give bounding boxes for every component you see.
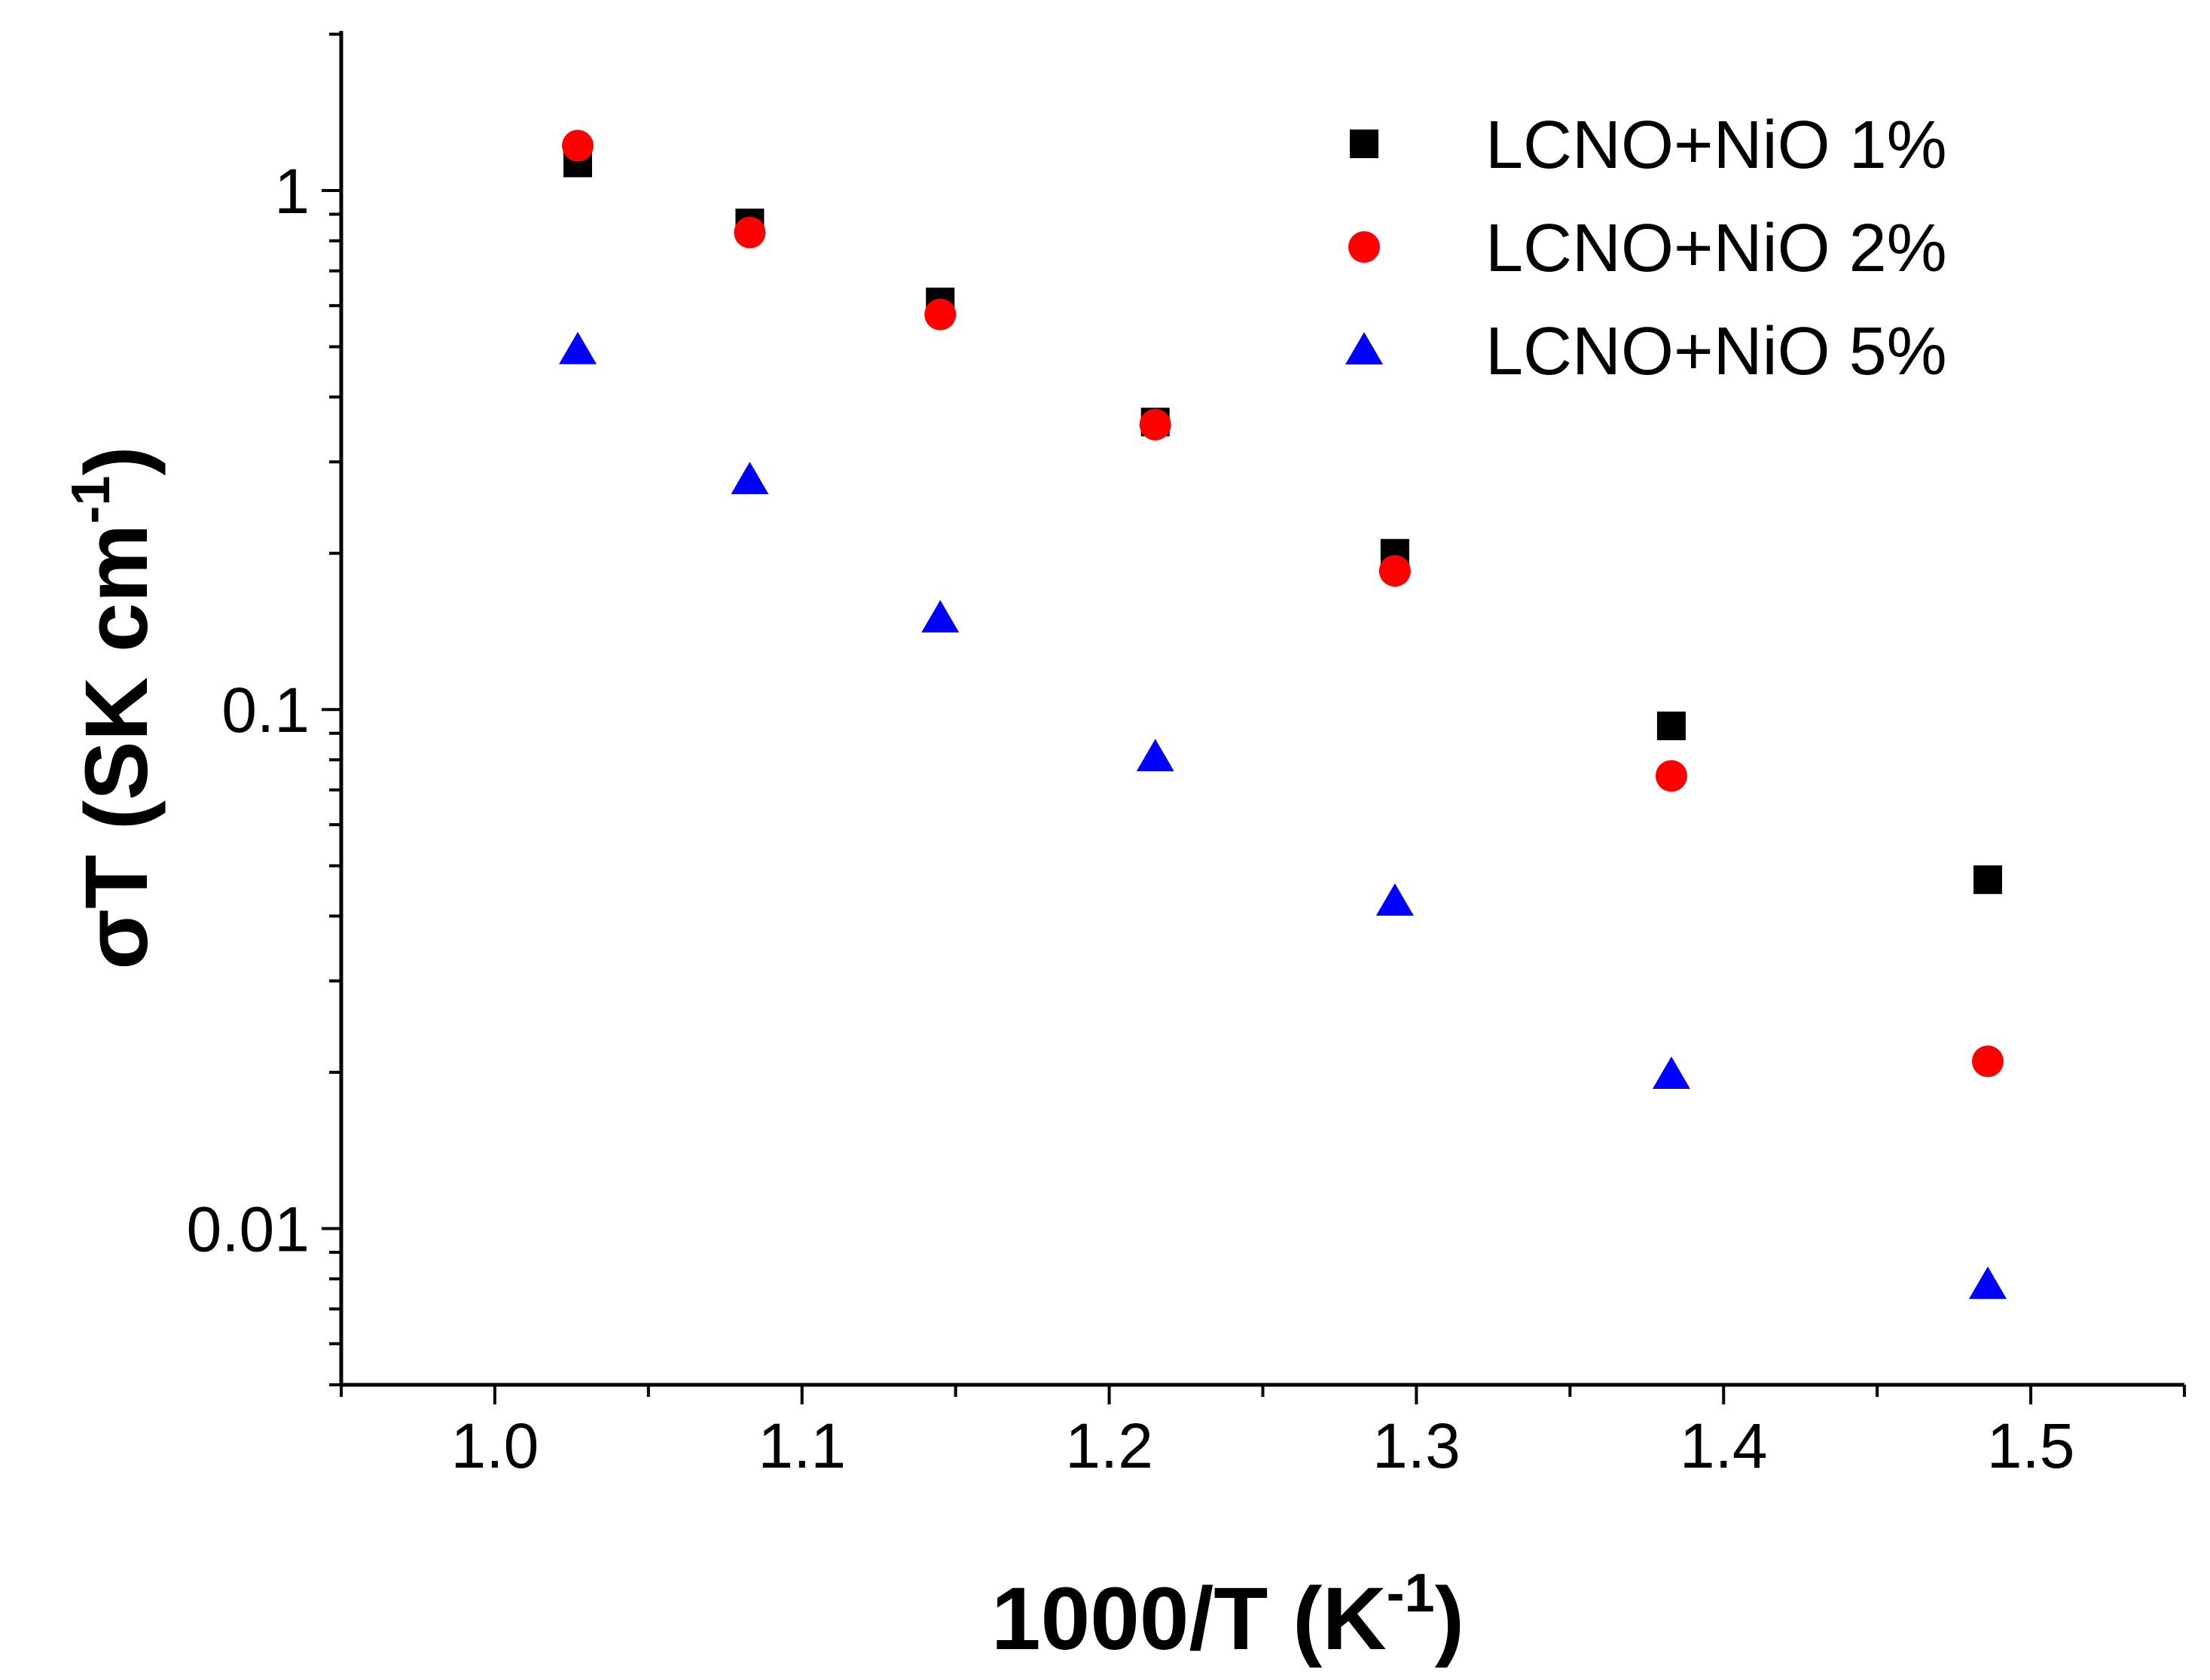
data-point-series-3 xyxy=(1136,739,1174,772)
y-tick-label: 0.1 xyxy=(221,675,310,745)
data-point-series-1 xyxy=(1656,711,1686,740)
data-point-series-3 xyxy=(921,599,960,633)
data-point-series-3 xyxy=(1968,1266,2007,1299)
data-point-series-3 xyxy=(1375,883,1414,916)
data-point-series-2 xyxy=(1378,555,1411,587)
data-point-series-1 xyxy=(1973,865,2002,895)
data-point-series-3 xyxy=(559,331,597,364)
x-axis-label: 1000/T (K-1) xyxy=(991,1563,1464,1669)
data-point-series-2 xyxy=(1971,1045,2004,1078)
data-point-series-2 xyxy=(1655,760,1687,792)
y-tick-label: 0.01 xyxy=(187,1194,310,1265)
data-points xyxy=(559,130,2007,1299)
data-point-series-2 xyxy=(1139,408,1171,441)
x-tick-label: 1.4 xyxy=(1680,1410,1768,1481)
legend-label-1: LCNO+NiO 1% xyxy=(1485,108,1947,183)
y-tick-label: 1 xyxy=(274,156,310,227)
y-axis-label: σT (SK cm-1) xyxy=(61,446,166,969)
ticks: 1.0 1.1 1.2 1.3 1.4 1.5 0.01 0.1 1 xyxy=(187,32,2186,1481)
x-tick-label: 1.3 xyxy=(1372,1410,1461,1481)
data-point-series-2 xyxy=(562,130,594,162)
legend: LCNO+NiO 1% LCNO+NiO 2% LCNO+NiO 5% xyxy=(1345,108,1947,389)
x-tick-label: 1.0 xyxy=(451,1410,539,1481)
x-tick-label: 1.2 xyxy=(1065,1410,1153,1481)
x-tick-label: 1.1 xyxy=(758,1410,846,1481)
x-tick-label: 1.5 xyxy=(1987,1410,2075,1481)
legend-label-3: LCNO+NiO 5% xyxy=(1485,314,1947,389)
legend-marker-3 xyxy=(1345,332,1383,364)
data-point-series-2 xyxy=(734,216,766,248)
legend-label-2: LCNO+NiO 2% xyxy=(1485,211,1947,286)
data-point-series-3 xyxy=(1652,1056,1690,1090)
data-point-series-2 xyxy=(924,298,957,331)
legend-marker-2 xyxy=(1348,231,1380,263)
data-point-series-3 xyxy=(731,462,769,495)
legend-marker-1 xyxy=(1350,130,1378,158)
